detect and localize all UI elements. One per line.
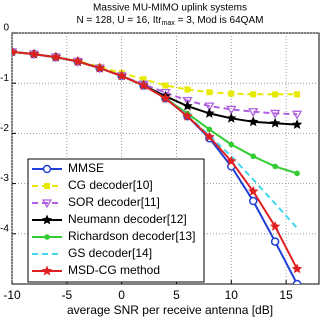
- marker: [250, 91, 257, 98]
- marker: [204, 102, 215, 112]
- subtitle-subscript: max: [162, 20, 176, 27]
- marker: [291, 119, 303, 129]
- marker: [160, 92, 171, 103]
- marker: [270, 237, 280, 246]
- marker: [294, 91, 301, 98]
- marker: [291, 263, 303, 274]
- series-line: [12, 50, 298, 270]
- y-tick-label: -1: [0, 73, 9, 84]
- marker: [184, 86, 191, 93]
- legend-label: GS decoder[14]: [68, 246, 152, 260]
- x-axis-label: average SNR per receive antenna [dB]: [67, 303, 273, 317]
- legend-label: SOR decoder[11]: [68, 195, 160, 209]
- marker: [269, 117, 281, 128]
- marker: [292, 279, 302, 284]
- marker: [248, 196, 258, 206]
- marker: [160, 88, 171, 98]
- marker: [41, 265, 53, 276]
- marker: [206, 126, 213, 133]
- marker: [291, 110, 303, 120]
- marker: [44, 234, 50, 240]
- marker: [206, 89, 213, 96]
- x-tick-label: 15: [279, 288, 293, 302]
- y-tick-label: -2: [0, 123, 9, 134]
- y-tick-label: 0: [3, 23, 9, 34]
- legend-label: Neumann decoder[12]: [68, 212, 187, 226]
- marker: [272, 91, 279, 98]
- marker: [248, 108, 259, 118]
- marker: [228, 141, 235, 148]
- marker: [41, 199, 53, 209]
- marker: [116, 70, 127, 81]
- marker: [226, 155, 237, 166]
- marker: [12, 46, 18, 57]
- marker: [226, 112, 237, 123]
- marker: [44, 183, 50, 189]
- marker: [138, 80, 149, 90]
- marker: [250, 153, 257, 160]
- y-tick-label: -4: [0, 223, 9, 234]
- legend-label: MMSE: [68, 161, 104, 175]
- marker: [226, 105, 237, 115]
- marker: [248, 116, 259, 127]
- marker: [41, 214, 53, 225]
- marker: [182, 110, 193, 121]
- marker: [182, 100, 193, 111]
- chart-title: Massive MU-MIMO uplink systems: [93, 3, 247, 14]
- marker: [272, 163, 278, 170]
- marker: [294, 170, 300, 177]
- x-tick-label: 5: [173, 288, 180, 302]
- marker: [50, 51, 62, 62]
- marker: [140, 76, 147, 83]
- marker: [248, 185, 259, 196]
- x-tick-label: -10: [3, 288, 21, 302]
- marker: [204, 131, 215, 142]
- x-tick-label: 0: [118, 288, 125, 302]
- marker: [72, 56, 83, 66]
- chart-subtitle: N = 128, U = 16, Itrmax = 3, Mod is 64QA…: [77, 15, 264, 27]
- x-tick-label: 10: [225, 288, 239, 302]
- marker: [94, 62, 105, 73]
- marker: [162, 82, 169, 89]
- marker: [269, 221, 281, 231]
- legend-label: Richardson decoder[13]: [68, 229, 195, 243]
- series-layer: [12, 46, 303, 284]
- y-tick-label: -3: [0, 173, 9, 184]
- marker: [270, 109, 281, 119]
- marker: [204, 107, 215, 118]
- marker: [42, 164, 52, 174]
- legend-label: MSD-CG method: [68, 263, 160, 277]
- marker: [182, 96, 193, 106]
- legend-label: CG decoder[10]: [68, 178, 153, 192]
- marker: [228, 90, 235, 97]
- subtitle-part: N = 128, U = 16, Itr: [77, 15, 163, 26]
- x-tick-label: -5: [61, 288, 72, 302]
- marker: [28, 48, 40, 59]
- series-line: [12, 50, 298, 96]
- subtitle-part: = 3, Mod is 64QAM: [175, 15, 264, 26]
